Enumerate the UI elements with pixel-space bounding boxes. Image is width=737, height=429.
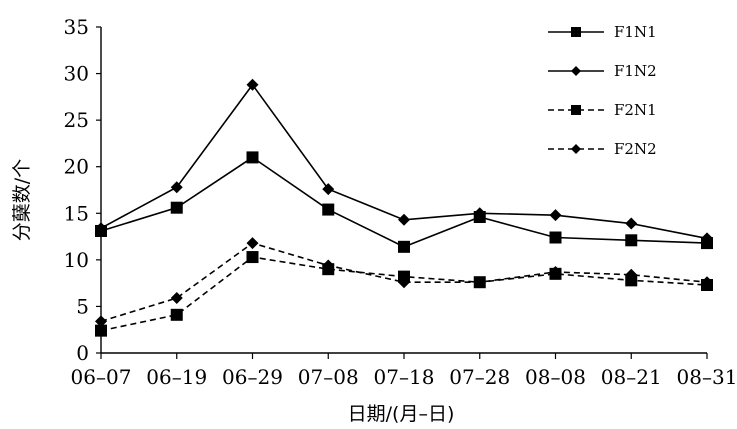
data-point-diamond	[549, 265, 562, 278]
data-point-diamond	[625, 217, 638, 230]
series-f1n1	[95, 151, 713, 253]
data-point-square	[322, 203, 335, 216]
x-tick-label: 07–08	[298, 365, 359, 389]
data-point-square	[170, 201, 183, 214]
y-tick-label: 30	[64, 62, 89, 86]
data-point-diamond	[170, 292, 183, 305]
data-point-square	[95, 324, 107, 337]
y-tick-label: 10	[64, 248, 89, 272]
legend-item-f1n2: F1N2	[548, 62, 657, 80]
legend-item-f1n1: F1N1	[548, 23, 657, 41]
legend-marker-diamond	[571, 144, 581, 154]
data-point-diamond	[246, 237, 259, 250]
y-tick-label: 5	[76, 294, 89, 318]
series-line	[100, 256, 708, 332]
data-point-square	[625, 234, 638, 247]
series-f1n2	[95, 78, 713, 245]
series-line	[100, 156, 708, 248]
data-point-diamond	[95, 315, 107, 328]
y-axis-title: 分蘖数/个	[11, 159, 33, 241]
x-axis-title: 日期/(月–日)	[348, 403, 455, 425]
x-tick-label: 06–07	[71, 365, 132, 389]
data-point-diamond	[473, 276, 486, 289]
data-point-diamond	[322, 259, 335, 272]
legend-marker-square	[571, 27, 581, 37]
x-tick-label: 06–29	[222, 365, 283, 389]
legend-label: F1N2	[614, 62, 657, 80]
data-point-diamond	[170, 181, 183, 194]
y-tick-label: 25	[64, 108, 89, 132]
legend-item-f2n2: F2N2	[548, 140, 657, 158]
data-point-diamond	[549, 209, 562, 222]
legend: F1N1 F1N2 F2N1 F2N2	[548, 23, 657, 158]
data-point-square	[170, 308, 183, 321]
data-point-diamond	[701, 276, 713, 289]
y-tick-label: 15	[64, 201, 89, 225]
x-tick-label: 08–08	[525, 365, 586, 389]
legend-label: F1N1	[614, 23, 657, 41]
legend-item-f2n1: F2N1	[548, 101, 657, 119]
data-point-diamond	[246, 78, 259, 91]
data-point-square	[246, 251, 259, 264]
legend-label: F2N2	[614, 140, 657, 158]
x-tick-label: 06–19	[146, 365, 207, 389]
data-point-diamond	[398, 213, 410, 226]
x-tick-label: 07–18	[374, 365, 435, 389]
data-point-square	[246, 151, 259, 164]
series-f2n2	[95, 237, 713, 328]
data-point-diamond	[95, 222, 107, 235]
data-point-diamond	[701, 232, 713, 245]
data-point-square	[398, 240, 410, 253]
legend-marker-square	[571, 105, 581, 115]
series-f2n1	[95, 251, 713, 337]
y-axis-ticks: 0 5 10 15 20 25 30 35	[64, 15, 101, 365]
x-axis-ticks: 06–07 06–19 06–29 07–08 07–18 07–28 08–08 08–21…	[71, 353, 737, 389]
data-point-diamond	[473, 207, 486, 220]
y-tick-label: 35	[64, 15, 89, 39]
series-layer	[95, 78, 713, 337]
data-point-diamond	[398, 276, 410, 289]
x-tick-label: 07–28	[449, 365, 510, 389]
legend-marker-diamond	[571, 66, 581, 76]
x-tick-label: 08–21	[601, 365, 662, 389]
data-point-diamond	[322, 183, 335, 196]
y-tick-label: 20	[64, 155, 89, 179]
data-point-square	[549, 231, 562, 244]
y-tick-label: 0	[76, 341, 89, 365]
legend-label: F2N1	[614, 101, 657, 119]
x-tick-label: 08–31	[677, 365, 737, 389]
data-point-diamond	[625, 268, 638, 281]
series-line	[100, 242, 708, 323]
